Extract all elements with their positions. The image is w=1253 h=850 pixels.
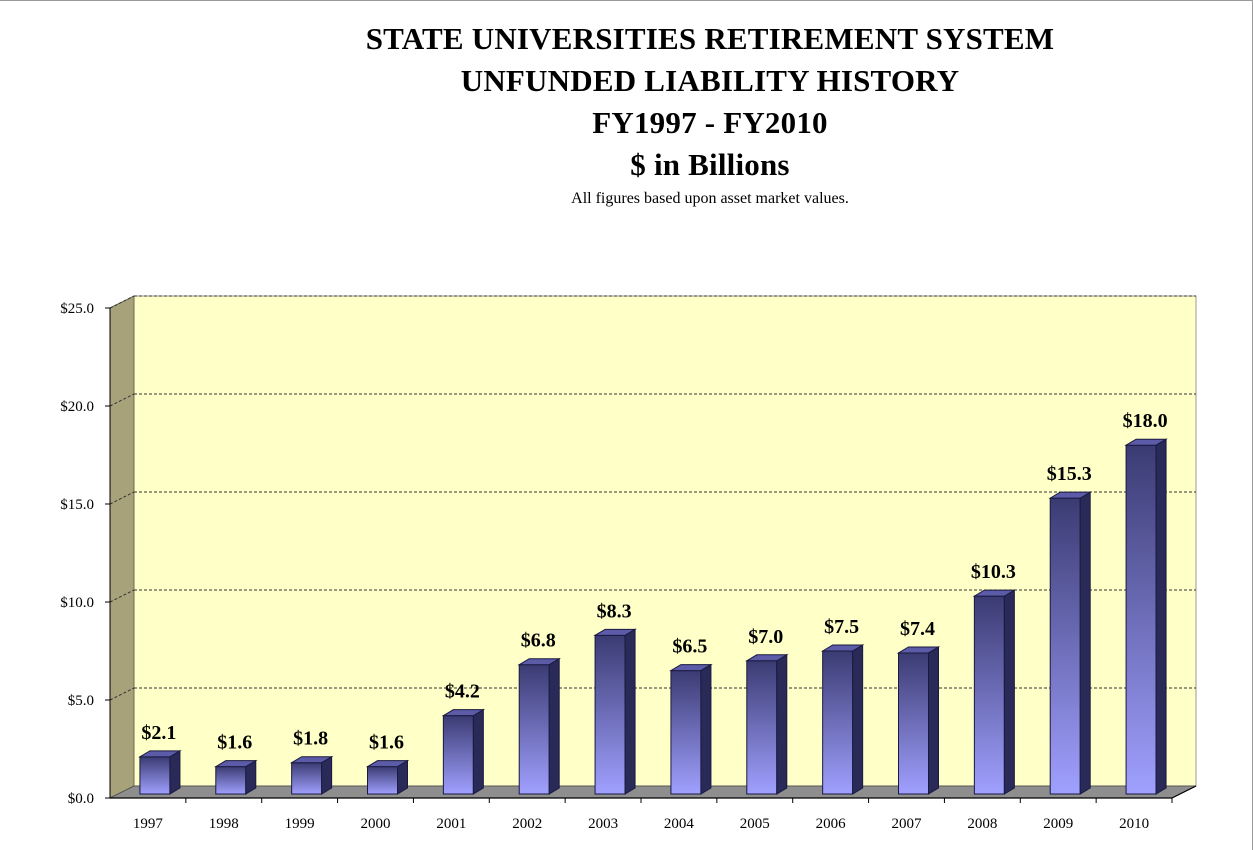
bar-cap xyxy=(1048,491,1093,499)
chart-subtitle: All figures based upon asset market valu… xyxy=(571,190,849,207)
bar-side xyxy=(700,663,712,795)
bar xyxy=(594,634,626,795)
bar xyxy=(518,664,550,795)
bar-side xyxy=(1079,491,1091,795)
bar-side xyxy=(1155,438,1167,795)
bar-cap xyxy=(441,709,486,717)
x-tick-label: 2010 xyxy=(1119,816,1149,832)
plot-side-wall xyxy=(109,295,135,799)
x-tick-label: 1998 xyxy=(209,816,239,832)
x-tick-label: 2006 xyxy=(816,816,847,832)
data-label: $6.5 xyxy=(672,636,707,658)
bar xyxy=(215,766,247,795)
bar-cap xyxy=(1124,438,1168,446)
data-label: $7.5 xyxy=(824,616,859,638)
x-tick-label: 2003 xyxy=(588,816,618,832)
bar xyxy=(442,715,474,795)
bar xyxy=(291,762,323,795)
bar-side xyxy=(776,653,788,795)
y-tick-label: $25.0 xyxy=(60,301,94,317)
data-label: $18.0 xyxy=(1123,410,1168,432)
bar-cap xyxy=(669,664,713,672)
y-tick-label: $10.0 xyxy=(60,595,94,611)
gridline-side xyxy=(109,687,135,701)
x-tick-label: 2002 xyxy=(512,816,542,832)
data-label: $8.3 xyxy=(597,600,632,622)
data-label: $10.3 xyxy=(971,561,1016,583)
bar xyxy=(898,652,929,795)
data-label: $1.6 xyxy=(369,732,404,754)
x-tick-label: 1997 xyxy=(133,816,164,832)
bar-side xyxy=(624,628,636,795)
bar xyxy=(822,650,854,795)
bar-side xyxy=(852,644,864,795)
y-tick-label: $0.0 xyxy=(68,791,94,807)
y-tick-label: $5.0 xyxy=(68,693,94,709)
bar-cap xyxy=(517,658,562,666)
data-label: $4.2 xyxy=(445,681,480,703)
bar xyxy=(367,766,398,795)
bar-cap xyxy=(744,654,789,662)
bar-side xyxy=(1003,589,1015,795)
x-tick-label: 2008 xyxy=(967,816,997,832)
x-tick-label: 2004 xyxy=(664,816,695,832)
x-tick-label: 2005 xyxy=(740,816,770,832)
x-tick-label: 2001 xyxy=(436,816,466,832)
plot-back-wall xyxy=(133,295,1197,787)
bar xyxy=(1049,497,1081,795)
chart-title-line-1: STATE UNIVERSITIES RETIREMENT SYSTEM xyxy=(365,21,1055,56)
data-label: $15.3 xyxy=(1047,463,1092,485)
floor-edge xyxy=(1171,785,1197,799)
bar-side xyxy=(548,657,560,795)
bar xyxy=(1125,444,1157,795)
gridline-side xyxy=(109,393,135,407)
bar xyxy=(670,670,702,795)
gridline-side xyxy=(109,589,135,603)
bar-cap xyxy=(593,628,637,636)
bar-cap xyxy=(972,589,1017,597)
bar-cap xyxy=(365,760,410,768)
data-label: $2.1 xyxy=(141,722,176,744)
data-label: $1.8 xyxy=(293,728,328,750)
bar-side xyxy=(928,646,939,795)
x-tick-label: 2009 xyxy=(1043,816,1073,832)
bar-cap xyxy=(213,760,258,768)
y-tick-label: $15.0 xyxy=(60,497,94,513)
bar xyxy=(139,756,171,795)
bar-side xyxy=(472,708,484,795)
chart-title-line-2: UNFUNDED LIABILITY HISTORY xyxy=(460,63,960,98)
bar-cap xyxy=(896,646,941,654)
bar-cap xyxy=(138,750,182,758)
x-tick-label: 2007 xyxy=(892,816,923,832)
bar-cap xyxy=(289,756,334,764)
y-tick-label: $20.0 xyxy=(60,399,94,415)
chart-title-line-4: $ in Billions xyxy=(630,147,790,182)
x-tick-label: 2000 xyxy=(361,816,391,832)
bar-side xyxy=(169,749,181,795)
plot-floor xyxy=(109,785,1197,799)
data-label: $1.6 xyxy=(217,732,252,754)
bar-cap xyxy=(820,644,865,652)
chart-title-line-3: FY1997 - FY2010 xyxy=(592,105,828,140)
bar xyxy=(973,595,1005,795)
data-label: $6.8 xyxy=(521,630,556,652)
chart-title-block: STATE UNIVERSITIES RETIREMENT SYSTEM UNF… xyxy=(210,18,1210,210)
data-label: $7.0 xyxy=(748,626,783,648)
bar xyxy=(746,660,778,795)
data-label: $7.4 xyxy=(900,618,935,640)
gridline-side xyxy=(109,295,135,309)
gridline-side xyxy=(109,491,135,505)
x-tick-label: 1999 xyxy=(285,816,315,832)
